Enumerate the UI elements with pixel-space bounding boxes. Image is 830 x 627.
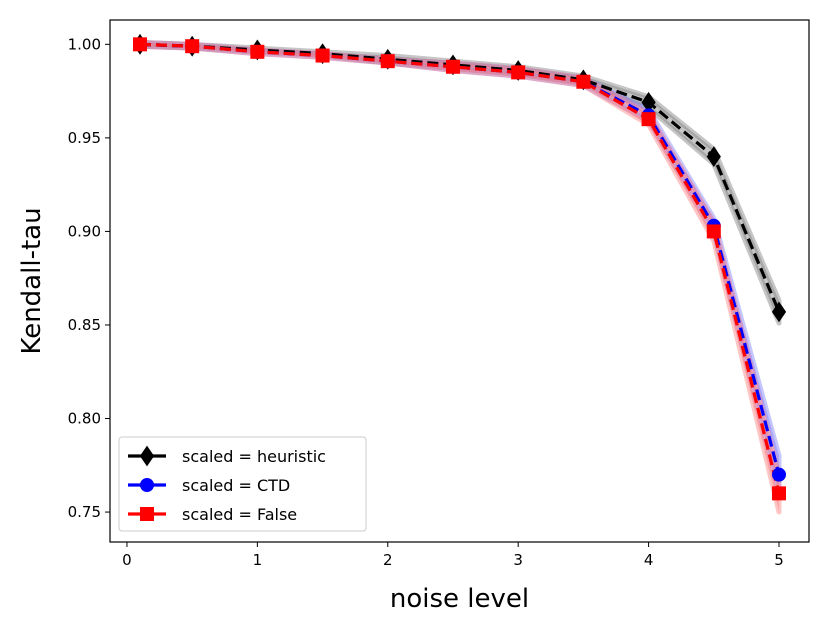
legend: scaled = heuristic scaled = CTD scaled = F… (118, 436, 367, 532)
point-series-0 (771, 301, 787, 323)
legend-swatch-marker (140, 478, 154, 492)
legend-label: scaled = CTD (182, 476, 290, 495)
series-lines (139, 42, 781, 494)
plot-frame (109, 19, 810, 543)
point-series-2 (185, 39, 200, 54)
point-series-2 (445, 59, 460, 74)
x-tick-label: 4 (644, 551, 654, 569)
x-tick-label: 5 (774, 551, 784, 569)
x-tick-label: 1 (253, 551, 263, 569)
x-axis-ticks: 0 1 2 3 4 5 (122, 542, 784, 569)
band-series-1 (137, 39, 782, 496)
y-tick-label: 1.00 (68, 35, 101, 53)
y-tick-label: 0.95 (68, 129, 101, 147)
line-series-2 (139, 42, 781, 494)
point-series-1 (772, 467, 787, 482)
legend-box (118, 436, 367, 532)
point-series-0 (706, 146, 721, 167)
x-axis-label: noise level (390, 584, 529, 614)
series-markers (132, 33, 787, 501)
point-series-2 (132, 37, 147, 52)
point-series-2 (380, 54, 395, 69)
point-series-2 (576, 74, 591, 89)
line-series-1 (139, 42, 781, 476)
x-tick-label: 0 (122, 551, 132, 569)
legend-swatch-marker (139, 445, 155, 467)
point-series-2 (511, 65, 526, 80)
legend-swatch-marker (140, 507, 154, 521)
point-series-2 (315, 48, 330, 63)
x-tick-label: 2 (383, 551, 393, 569)
x-tick-label: 3 (513, 551, 523, 569)
legend-label: scaled = heuristic (182, 447, 326, 466)
y-tick-label: 0.75 (68, 503, 101, 521)
y-tick-label: 0.85 (68, 316, 101, 334)
point-series-2 (250, 44, 265, 59)
point-series-2 (641, 112, 656, 127)
point-series-2 (706, 224, 721, 239)
legend-label: scaled = False (182, 505, 297, 524)
point-series-2 (772, 486, 787, 501)
y-axis-ticks: 0.75 0.80 0.85 0.90 0.95 1.00 (68, 35, 110, 521)
y-tick-label: 0.90 (68, 222, 101, 240)
y-axis-label: Kendall-tau (17, 207, 47, 354)
y-tick-label: 0.80 (68, 410, 101, 428)
